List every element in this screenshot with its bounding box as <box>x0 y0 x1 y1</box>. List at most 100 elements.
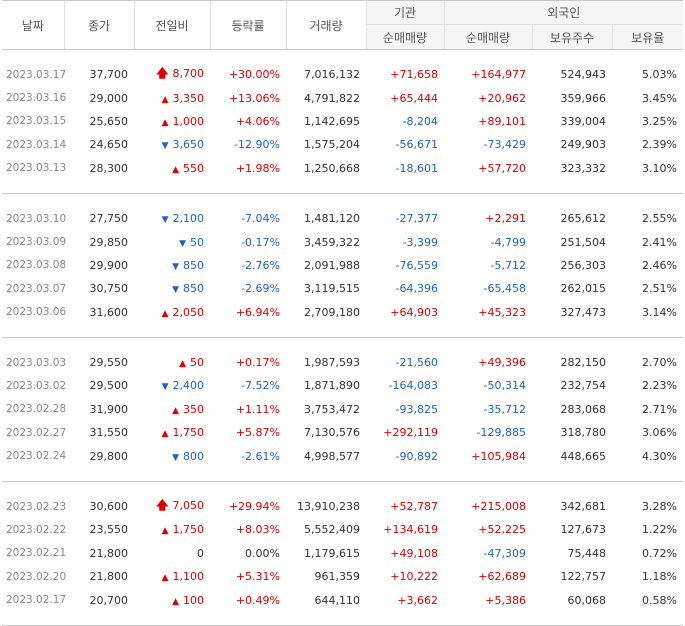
row-volume: 1,575,204 <box>304 138 360 152</box>
header-foreign-holdings: 보유주수 <box>531 24 612 50</box>
row-change-value: 0 <box>197 546 204 560</box>
row-volume: 644,110 <box>314 593 361 607</box>
down-triangle-icon: ▼ <box>172 452 179 463</box>
row-rate: +8.03% <box>235 523 280 537</box>
row-foreign-holdings: 265,612 <box>560 212 607 226</box>
row-change-value: 1,000 <box>172 114 205 128</box>
row-change-value: 1,750 <box>172 523 205 537</box>
row-foreign-holdings: 262,015 <box>560 282 607 296</box>
row-volume: 2,709,180 <box>304 305 360 319</box>
row-inst-net: +64,903 <box>390 305 438 319</box>
row-rate: -2.69% <box>241 282 280 296</box>
row-close: 27,750 <box>89 212 129 226</box>
down-triangle-icon: ▼ <box>161 382 169 393</box>
row-change: ▲ 350 <box>134 398 210 421</box>
row-volume: 1,142,695 <box>304 114 360 128</box>
row-close: 25,650 <box>89 114 129 128</box>
row-change: ▲ 1,750 <box>134 421 210 444</box>
table-row: 2023.03.02 29,500 ▼ 2,400 -7.52% 1,871,890 -16… <box>2 374 683 397</box>
row-rate: 0.00% <box>245 546 280 560</box>
row-volume: 7,016,132 <box>304 68 360 82</box>
row-foreign-ratio: 2.71% <box>642 402 677 416</box>
down-triangle-icon: ▼ <box>172 285 179 296</box>
table-row: 2023.03.06 31,600 ▲ 2,050 +6.94% 2,709,180 +64… <box>2 301 683 324</box>
row-foreign-net: +20,962 <box>478 91 526 105</box>
row-change: ▲ 50 <box>134 351 210 374</box>
row-change-value: 50 <box>190 235 204 249</box>
row-close: 24,650 <box>89 138 129 152</box>
row-inst-net: -8,204 <box>402 114 438 128</box>
row-date: 2023.02.22 <box>6 523 67 536</box>
table-row: 2023.02.22 23,550 ▲ 1,750 +8.03% 5,552,409 +13… <box>2 518 683 541</box>
row-close: 28,300 <box>89 161 129 175</box>
row-inst-net: -164,083 <box>388 379 438 393</box>
row-close: 29,000 <box>89 91 129 105</box>
row-foreign-holdings: 256,303 <box>560 258 607 272</box>
row-inst-net: +3,662 <box>397 593 438 607</box>
row-close: 20,700 <box>89 593 129 607</box>
row-date: 2023.03.09 <box>6 236 67 249</box>
row-volume: 4,998,577 <box>304 449 360 463</box>
row-change: ▼ 3,650 <box>134 133 210 156</box>
row-foreign-ratio: 2.23% <box>642 379 677 393</box>
row-change: 0 <box>134 542 210 565</box>
table-row: 2023.03.16 29,000 ▲ 3,350 +13.06% 4,791,822 +6… <box>2 86 683 109</box>
down-triangle-icon: ▼ <box>161 141 169 152</box>
row-volume: 7,130,576 <box>304 426 360 440</box>
row-change-value: 350 <box>183 402 204 416</box>
row-volume: 2,091,988 <box>304 258 360 272</box>
row-foreign-holdings: 60,068 <box>567 593 607 607</box>
row-rate: +6.94% <box>235 305 280 319</box>
row-change: ▼ 50 <box>134 230 210 253</box>
row-change-value: 50 <box>190 356 204 370</box>
row-inst-net: -64,396 <box>395 282 438 296</box>
row-inst-net: +71,658 <box>390 68 438 82</box>
row-rate: +30.00% <box>228 68 280 82</box>
row-change-value: 550 <box>183 161 204 175</box>
row-date: 2023.02.20 <box>6 570 67 583</box>
header-inst-net: 순매매량 <box>365 24 444 50</box>
row-foreign-net: +45,323 <box>478 305 526 319</box>
row-date: 2023.03.10 <box>6 212 67 225</box>
table-row: 2023.03.10 27,750 ▼ 2,100 -7.04% 1,481,120 -27… <box>2 207 683 230</box>
row-foreign-ratio: 0.58% <box>642 593 677 607</box>
header-close: 종가 <box>63 0 134 50</box>
row-foreign-net: +52,225 <box>478 523 526 537</box>
row-close: 21,800 <box>89 546 129 560</box>
row-change-value: 100 <box>183 593 204 607</box>
table-row: 2023.03.08 29,900 ▼ 850 -2.76% 2,091,988 -76,5… <box>2 254 683 277</box>
table-row: 2023.02.24 29,800 ▼ 800 -2.61% 4,998,577 -90,8… <box>2 444 683 467</box>
up-triangle-icon: ▲ <box>161 526 169 537</box>
row-volume: 961,359 <box>314 570 361 584</box>
down-triangle-icon: ▼ <box>161 215 169 226</box>
row-foreign-net: +62,689 <box>478 570 526 584</box>
table-row: 2023.02.28 31,900 ▲ 350 +1.11% 3,753,472 -93,8… <box>2 398 683 421</box>
row-change: 🡅 7,050 <box>134 495 210 518</box>
row-change: ▼ 850 <box>134 277 210 300</box>
row-foreign-ratio: 1.18% <box>642 570 677 584</box>
row-close: 29,500 <box>89 379 129 393</box>
row-foreign-ratio: 2.39% <box>642 138 677 152</box>
header-date: 날짜 <box>2 0 64 50</box>
row-close: 29,850 <box>89 235 129 249</box>
down-triangle-icon: ▼ <box>172 261 179 272</box>
row-date: 2023.03.14 <box>6 138 67 151</box>
row-rate: +13.06% <box>228 91 280 105</box>
row-change: ▲ 3,350 <box>134 86 210 109</box>
row-date: 2023.03.15 <box>6 115 67 128</box>
row-volume: 13,910,238 <box>297 500 360 514</box>
row-foreign-holdings: 342,681 <box>560 500 607 514</box>
table-row: 2023.03.13 28,300 ▲ 550 +1.98% 1,250,668 -18,6… <box>2 157 683 180</box>
row-change: ▲ 2,050 <box>134 301 210 324</box>
row-date: 2023.02.27 <box>6 426 67 439</box>
row-volume: 1,871,890 <box>304 379 360 393</box>
row-rate: -0.17% <box>241 235 280 249</box>
row-change-value: 3,650 <box>172 138 205 152</box>
row-change-value: 1,750 <box>172 426 205 440</box>
row-change-value: 2,100 <box>172 212 205 226</box>
table-row: 2023.02.17 20,700 ▲ 100 +0.49% 644,110 +3,662 +… <box>2 588 683 611</box>
row-inst-net: -76,559 <box>395 258 438 272</box>
row-change: ▲ 100 <box>134 588 210 611</box>
row-volume: 1,481,120 <box>304 212 360 226</box>
table-row: 2023.03.03 29,550 ▲ 50 +0.17% 1,987,593 -21,56… <box>2 351 683 374</box>
